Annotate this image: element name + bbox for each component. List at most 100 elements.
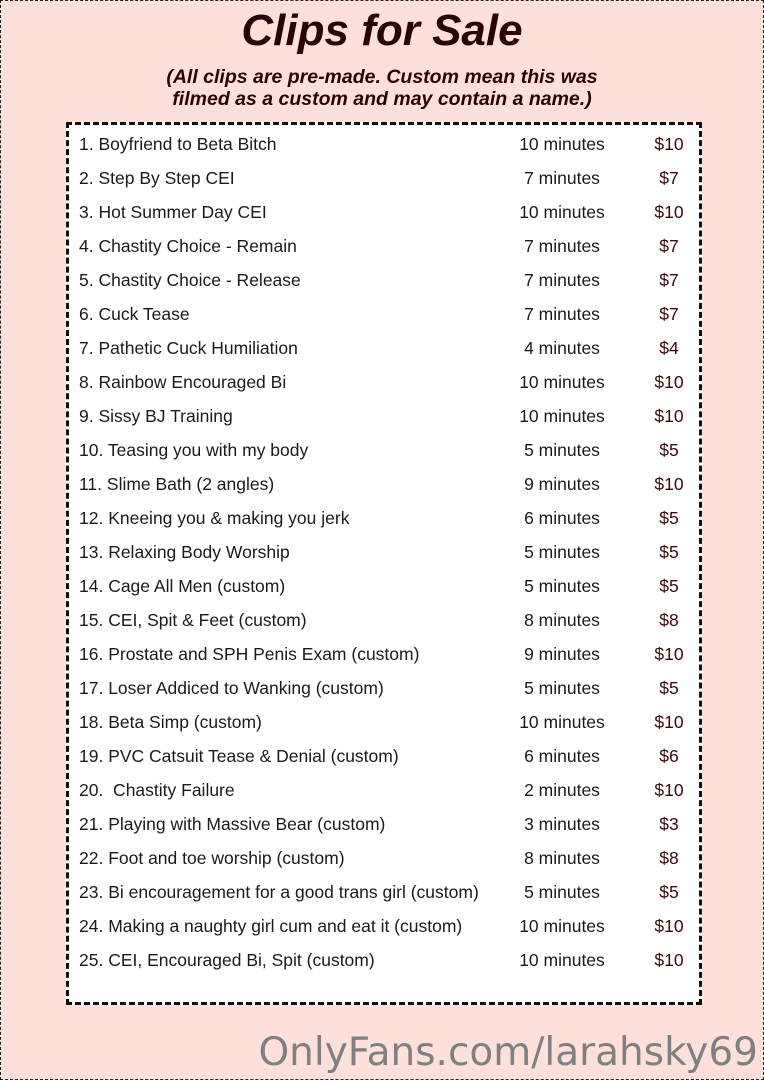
clip-name: 18. Beta Simp (custom) <box>79 712 262 732</box>
clip-name: 14. Cage All Men (custom) <box>79 576 286 596</box>
clip-name: 7. Pathetic Cuck Humiliation <box>79 338 298 358</box>
clip-row: 17. Loser Addiced to Wanking (custom) 5 m… <box>69 678 699 702</box>
clip-name: 4. Chastity Choice - Remain <box>79 236 297 256</box>
clip-price: $5 <box>659 678 679 698</box>
clip-price: $5 <box>659 508 679 528</box>
clip-name: 8. Rainbow Encouraged Bi <box>79 372 287 392</box>
clip-row: 9. Sissy BJ Training 10 minutes $10 <box>69 406 699 430</box>
clip-name: 23. Bi encouragement for a good trans gi… <box>79 882 479 902</box>
clip-price: $10 <box>654 372 684 392</box>
clip-price: $10 <box>654 644 684 664</box>
clip-duration: 4 minutes <box>524 338 600 358</box>
clip-name: 11. Slime Bath (2 angles) <box>79 474 275 494</box>
clip-price: $7 <box>659 304 679 324</box>
clip-row: 2. Step By Step CEI 7 minutes $7 <box>69 168 699 192</box>
clip-row: 20. Chastity Failure 2 minutes $10 <box>69 780 699 804</box>
clip-duration: 9 minutes <box>524 644 600 664</box>
clip-row: 12. Kneeing you & making you jerk 6 minut… <box>69 508 699 532</box>
clip-row: 22. Foot and toe worship (custom) 8 minut… <box>69 848 699 872</box>
clip-name: 13. Relaxing Body Worship <box>79 542 290 562</box>
clip-name: 1. Boyfriend to Beta Bitch <box>79 134 277 154</box>
clip-name: 3. Hot Summer Day CEI <box>79 202 267 222</box>
clip-row: 15. CEI, Spit & Feet (custom) 8 minutes $8 <box>69 610 699 634</box>
clip-row: 23. Bi encouragement for a good trans gi… <box>69 882 699 906</box>
clip-duration: 5 minutes <box>524 542 600 562</box>
clip-price: $10 <box>654 134 684 154</box>
clip-price: $7 <box>659 270 679 290</box>
clip-duration: 7 minutes <box>524 236 600 256</box>
clip-duration: 7 minutes <box>524 304 600 324</box>
clip-name: 17. Loser Addiced to Wanking (custom) <box>79 678 384 698</box>
clip-row: 3. Hot Summer Day CEI 10 minutes $10 <box>69 202 699 226</box>
clip-name: 15. CEI, Spit & Feet (custom) <box>79 610 307 630</box>
clip-duration: 5 minutes <box>524 576 600 596</box>
clip-row: 8. Rainbow Encouraged Bi 10 minutes $10 <box>69 372 699 396</box>
clip-duration: 10 minutes <box>519 712 605 732</box>
subtitle: (All clips are pre-made. Custom mean thi… <box>0 66 764 110</box>
clip-row: 7. Pathetic Cuck Humiliation 4 minutes $4 <box>69 338 699 362</box>
clip-row: 16. Prostate and SPH Penis Exam (custom)… <box>69 644 699 668</box>
clip-name: 12. Kneeing you & making you jerk <box>79 508 350 528</box>
clip-duration: 7 minutes <box>524 168 600 188</box>
clip-row: 13. Relaxing Body Worship 5 minutes $5 <box>69 542 699 566</box>
clip-duration: 10 minutes <box>519 372 605 392</box>
clip-price: $10 <box>654 202 684 222</box>
clip-price: $10 <box>654 780 684 800</box>
clip-duration: 10 minutes <box>519 406 605 426</box>
clip-name: 2. Step By Step CEI <box>79 168 235 188</box>
clip-price: $5 <box>659 440 679 460</box>
clip-name: 24. Making a naughty girl cum and eat it… <box>79 916 463 936</box>
clip-duration: 5 minutes <box>524 882 600 902</box>
clip-price: $10 <box>654 712 684 732</box>
clip-name: 16. Prostate and SPH Penis Exam (custom) <box>79 644 420 664</box>
clip-price: $7 <box>659 236 679 256</box>
clip-row: 6. Cuck Tease 7 minutes $7 <box>69 304 699 328</box>
clip-duration: 6 minutes <box>524 746 600 766</box>
clip-price: $10 <box>654 950 684 970</box>
clip-price: $8 <box>659 848 679 868</box>
clip-row: 18. Beta Simp (custom) 10 minutes $10 <box>69 712 699 736</box>
clip-name: 20. Chastity Failure <box>79 780 235 800</box>
clip-price: $8 <box>659 610 679 630</box>
subtitle-line: (All clips are pre-made. Custom mean thi… <box>166 66 598 88</box>
clip-name: 25. CEI, Encouraged Bi, Spit (custom) <box>79 950 375 970</box>
clip-row: 11. Slime Bath (2 angles) 9 minutes $10 <box>69 474 699 498</box>
clip-name: 19. PVC Catsuit Tease & Denial (custom) <box>79 746 399 766</box>
clip-price: $10 <box>654 474 684 494</box>
clip-duration: 10 minutes <box>519 202 605 222</box>
clip-price: $5 <box>659 576 679 596</box>
clip-name: 6. Cuck Tease <box>79 304 190 324</box>
clip-duration: 10 minutes <box>519 950 605 970</box>
clip-price: $10 <box>654 916 684 936</box>
clip-duration: 9 minutes <box>524 474 600 494</box>
clip-price: $6 <box>659 746 679 766</box>
clip-duration: 10 minutes <box>519 134 605 154</box>
clip-row: 1. Boyfriend to Beta Bitch 10 minutes $10 <box>69 134 699 158</box>
clip-duration: 5 minutes <box>524 678 600 698</box>
subtitle-line: filmed as a custom and may contain a nam… <box>172 88 592 110</box>
clip-price: $3 <box>659 814 679 834</box>
clip-duration: 8 minutes <box>524 610 600 630</box>
clip-list: 1. Boyfriend to Beta Bitch 10 minutes $10 2… <box>66 122 702 1005</box>
clip-duration: 7 minutes <box>524 270 600 290</box>
clip-name: 9. Sissy BJ Training <box>79 406 233 426</box>
clip-name: 22. Foot and toe worship (custom) <box>79 848 345 868</box>
page-title: Clips for Sale <box>241 6 523 55</box>
clip-row: 4. Chastity Choice - Remain 7 minutes $7 <box>69 236 699 260</box>
clip-price: $7 <box>659 168 679 188</box>
clip-duration: 5 minutes <box>524 440 600 460</box>
clip-duration: 2 minutes <box>524 780 600 800</box>
clip-duration: 6 minutes <box>524 508 600 528</box>
watermark: OnlyFans.com/larahsky69 <box>258 1030 758 1075</box>
clip-row: 21. Playing with Massive Bear (custom) 3 … <box>69 814 699 838</box>
clip-price: $5 <box>659 882 679 902</box>
clip-duration: 8 minutes <box>524 848 600 868</box>
clip-name: 5. Chastity Choice - Release <box>79 270 301 290</box>
clip-row: 14. Cage All Men (custom) 5 minutes $5 <box>69 576 699 600</box>
clip-row: 19. PVC Catsuit Tease & Denial (custom) 6… <box>69 746 699 770</box>
clip-duration: 10 minutes <box>519 916 605 936</box>
clip-row: 10. Teasing you with my body 5 minutes $5 <box>69 440 699 464</box>
clip-price: $4 <box>659 338 679 358</box>
clip-price: $10 <box>654 406 684 426</box>
clip-row: 5. Chastity Choice - Release 7 minutes $7 <box>69 270 699 294</box>
